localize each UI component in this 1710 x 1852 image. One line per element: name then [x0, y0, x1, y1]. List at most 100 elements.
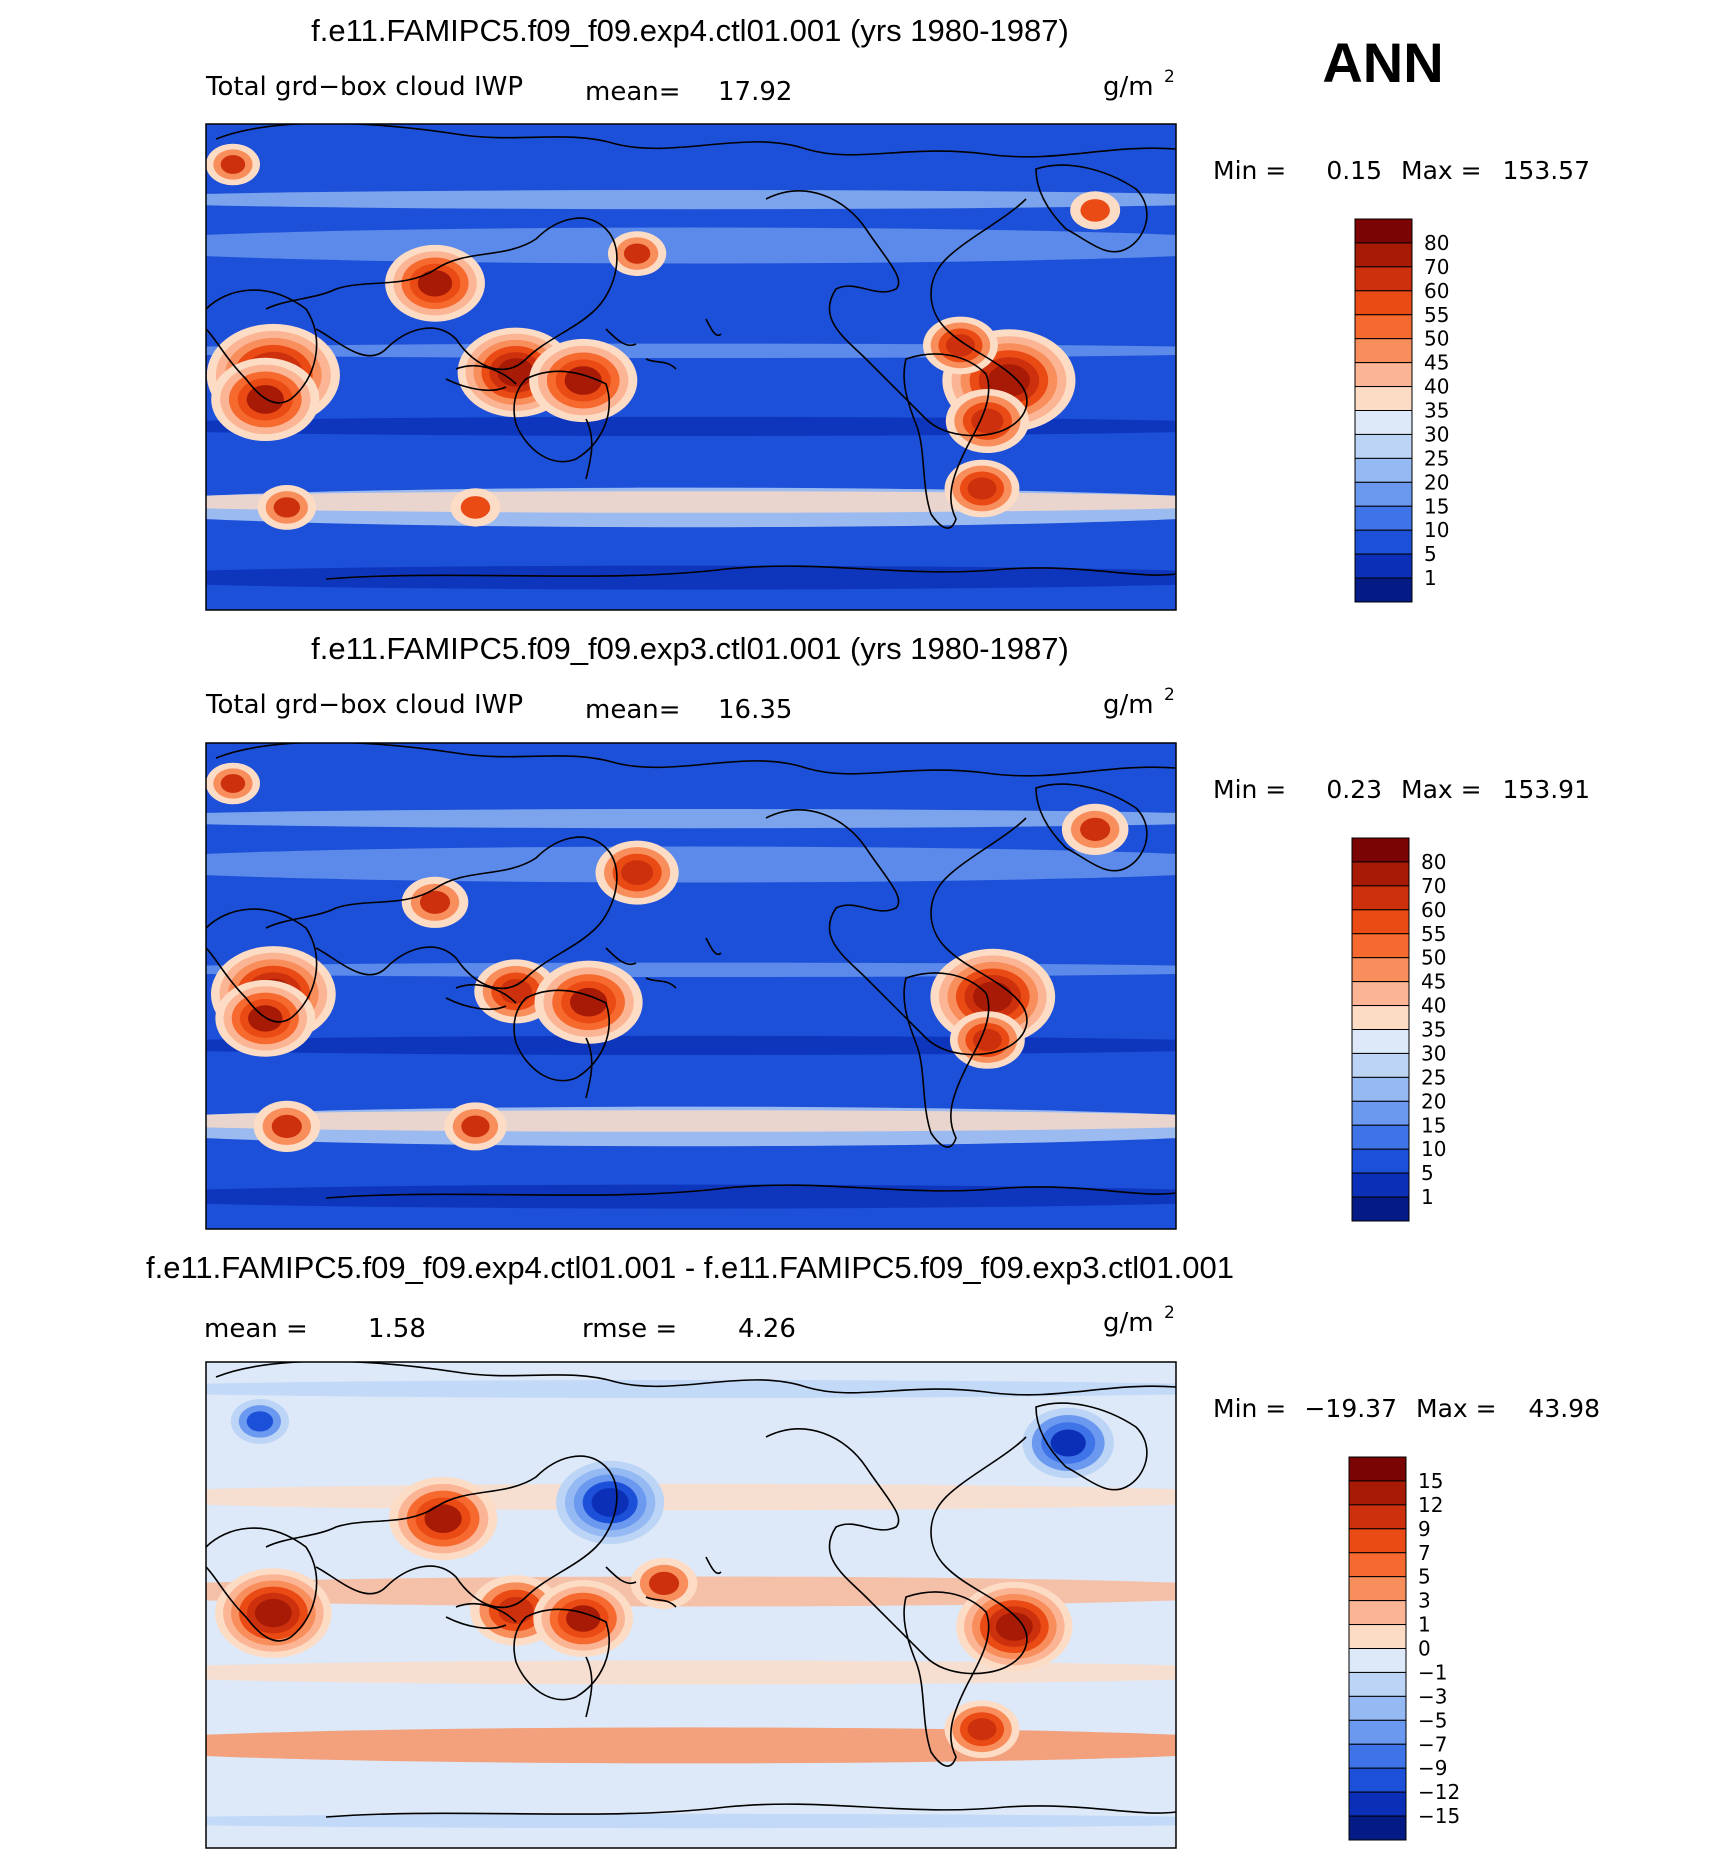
colorbar-tick-label: 5 [1421, 1161, 1434, 1185]
colorbar-tick-label: 70 [1424, 255, 1449, 279]
latitude-band [206, 846, 1176, 883]
colorbar-tick-label: 1 [1424, 566, 1437, 590]
colorbar-tick-label: −12 [1418, 1780, 1460, 1804]
panel3-min-value: −19.37 [1304, 1394, 1397, 1423]
latitude-band [206, 1035, 1176, 1055]
contour-3 [566, 1605, 601, 1632]
contour-2 [419, 890, 451, 914]
colorbar-tick-label: −3 [1418, 1684, 1447, 1708]
contour-9 [623, 243, 651, 264]
colorbar-swatch [1348, 1815, 1407, 1841]
colorbar-tick-label: 35 [1424, 399, 1449, 423]
contour-8 [271, 1114, 302, 1139]
colorbar-tick-label: 5 [1418, 1565, 1431, 1589]
colorbar-swatch [1348, 1576, 1407, 1602]
colorbar-swatch [1354, 577, 1413, 603]
panel2-min-label: Min = [1213, 775, 1286, 804]
colorbar-tick-label: 50 [1424, 327, 1449, 351]
colorbar-tick-label: 3 [1418, 1589, 1431, 1613]
colorbar-swatch [1354, 242, 1413, 268]
panel3-mean-value: 1.58 [368, 1314, 426, 1344]
colorbar-swatch [1351, 837, 1410, 863]
colorbar-swatch [1351, 1124, 1410, 1150]
contour-6 [591, 1488, 629, 1517]
panel2-units: g/m [1103, 690, 1154, 720]
contour-4 [564, 366, 602, 395]
panel1-min-value: 0.15 [1326, 156, 1382, 185]
contour-10 [273, 497, 301, 518]
panel2-title: f.e11.FAMIPC5.f09_f09.exp3.ctl01.001 (yr… [311, 631, 1069, 666]
colorbar-swatch [1348, 1791, 1407, 1817]
colorbar-tick-label: 20 [1421, 1089, 1446, 1113]
colorbar-swatch [1351, 885, 1410, 911]
panel1-units-exponent: 2 [1164, 67, 1175, 87]
contour-1 [246, 385, 284, 414]
panel1-map [206, 124, 1176, 610]
contour-11 [220, 774, 246, 793]
panel3-min-label: Min = [1213, 1394, 1286, 1423]
colorbar-swatch [1354, 410, 1413, 435]
contour-4 [570, 987, 608, 1017]
latitude-band [206, 1727, 1176, 1764]
contour-8 [246, 1411, 274, 1432]
colorbar-tick-label: 10 [1421, 1137, 1446, 1161]
colorbar-swatch [1351, 1029, 1410, 1054]
panel1-frame [205, 123, 1177, 611]
panel3-map [206, 1362, 1176, 1848]
colorbar-swatch [1348, 1480, 1407, 1506]
colorbar-swatch [1348, 1648, 1407, 1673]
colorbar-swatch [1348, 1671, 1407, 1697]
contour-0 [254, 1598, 292, 1628]
colorbar-tick-label: 50 [1421, 946, 1446, 970]
colorbar-swatch [1351, 1196, 1410, 1222]
panel2-max-label: Max = [1401, 775, 1482, 804]
contour-13 [220, 155, 246, 174]
colorbar-tick-label: 55 [1424, 303, 1449, 327]
colorbar-tick-label: 15 [1424, 494, 1449, 518]
panel3-title: f.e11.FAMIPC5.f09_f09.exp4.ctl01.001 - f… [146, 1250, 1234, 1285]
colorbar-swatch [1351, 1005, 1410, 1030]
colorbar-swatch [1348, 1552, 1407, 1578]
colorbar-swatch [1348, 1456, 1407, 1482]
panel2-map [206, 743, 1176, 1229]
colorbar-swatch [1351, 1052, 1410, 1078]
colorbar-swatch [1354, 266, 1413, 292]
colorbar-swatch [1351, 981, 1410, 1007]
contour-1 [424, 1504, 462, 1533]
contour-5 [648, 1571, 680, 1596]
contour-6 [971, 408, 1004, 434]
colorbar-tick-label: 25 [1424, 446, 1449, 470]
contour-1 [248, 1005, 283, 1032]
latitude-band [206, 416, 1176, 436]
colorbar-swatch [1351, 1076, 1410, 1102]
panel3-mean-label: mean = [204, 1314, 308, 1344]
colorbar-swatch [1354, 338, 1413, 364]
colorbar-tick-label: 25 [1421, 1065, 1446, 1089]
panel2-min-value: 0.23 [1326, 775, 1382, 804]
colorbar-swatch [1354, 529, 1413, 555]
colorbar-tick-label: 70 [1421, 874, 1446, 898]
contour-7 [1050, 1429, 1086, 1457]
latitude-band [206, 1483, 1176, 1511]
colorbar-tick-label: 40 [1424, 375, 1449, 399]
colorbar-tick-label: 12 [1418, 1493, 1443, 1517]
colorbar-tick-label: 35 [1421, 1018, 1446, 1042]
colorbar-swatch [1354, 505, 1413, 531]
latitude-band [206, 1184, 1176, 1209]
colorbar-tick-label: 15 [1421, 1113, 1446, 1137]
colorbar-tick-label: 0 [1418, 1637, 1431, 1661]
colorbar-tick-label: 45 [1424, 351, 1449, 375]
colorbar-swatch [1348, 1504, 1407, 1530]
colorbar-tick-label: −15 [1418, 1804, 1460, 1828]
contour-5 [987, 364, 1031, 397]
colorbar-swatch [1348, 1719, 1407, 1745]
colorbar-tick-label: −1 [1418, 1660, 1447, 1684]
colorbar-swatch [1351, 1172, 1410, 1198]
contour-7 [946, 334, 975, 357]
colorbar-tick-label: −7 [1418, 1732, 1447, 1756]
panel2-frame [205, 742, 1177, 1230]
panel3-rmse-label: rmse = [582, 1314, 677, 1344]
colorbar-swatch [1348, 1624, 1407, 1649]
colorbar-swatch [1348, 1528, 1407, 1554]
